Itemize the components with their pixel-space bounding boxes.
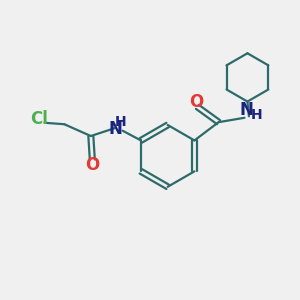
Text: N: N [240, 101, 254, 119]
Text: O: O [189, 93, 203, 111]
Text: O: O [85, 156, 99, 174]
Text: H: H [115, 115, 127, 129]
Text: N: N [109, 120, 123, 138]
Text: H: H [251, 108, 263, 122]
Text: Cl: Cl [30, 110, 48, 128]
